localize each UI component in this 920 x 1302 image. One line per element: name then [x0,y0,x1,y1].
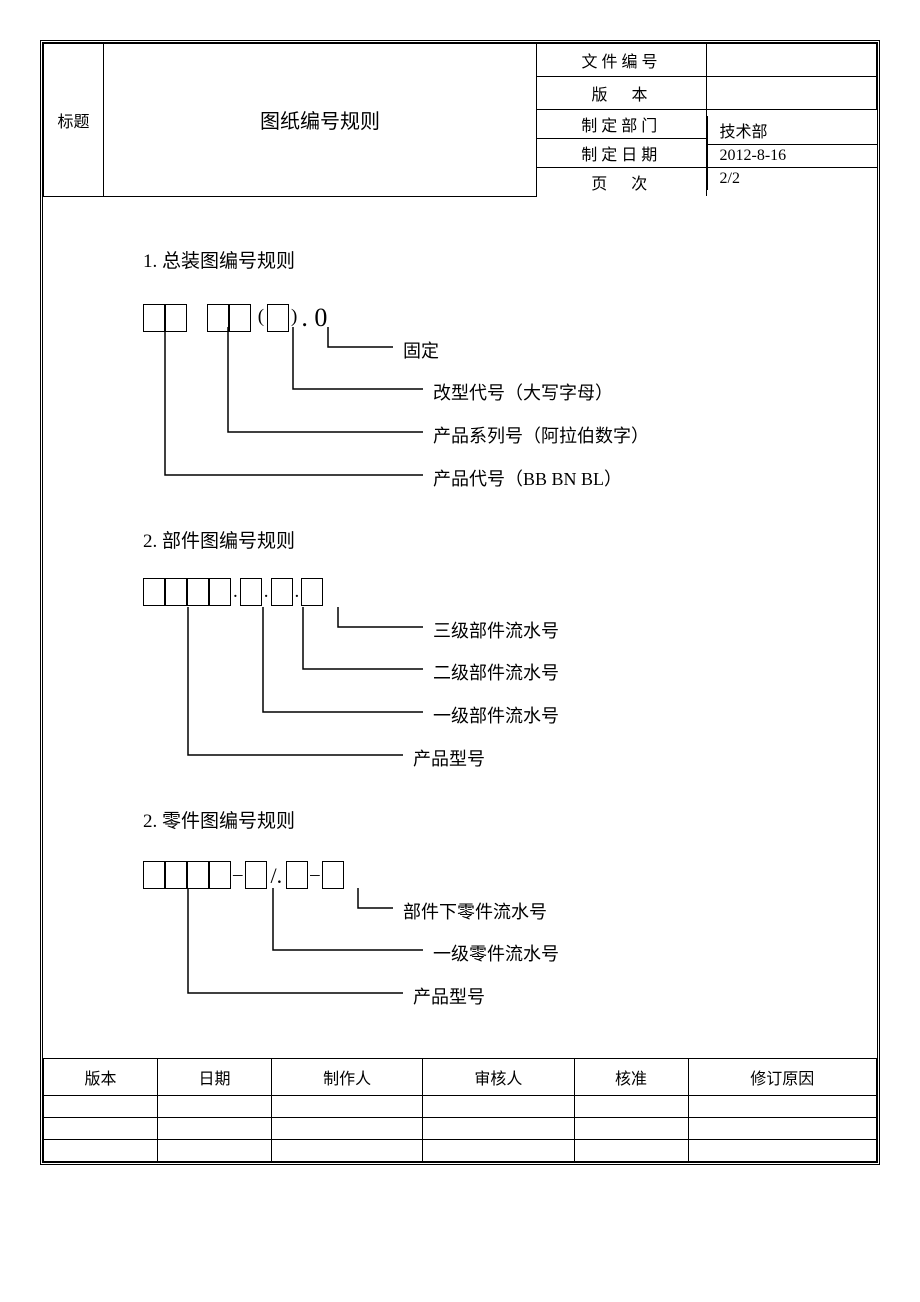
doc-num-label: 文件编号 [537,44,707,77]
doc-num-value [707,44,877,77]
diagram-1: ( ) . 0 固定 改型代号（大写字母） 产品系列号（阿拉伯数字） 产品代号（… [143,297,837,507]
suffix-text: . 0 [301,297,327,339]
diagram-3: – /. – 部件下零件流水号 一级零件流水号 产品型号 [143,858,837,1028]
s1-label4: 产品代号（BB BN BL） [433,465,622,494]
content-area: 1. 总装图编号规则 ( ) . 0 固定 [43,197,877,1048]
footer-col-approver: 核准 [574,1058,688,1095]
document-page: 标题 图纸编号规则 文件编号 版 本 制定部门 制定日期 页 次 技术部 201… [40,40,880,1165]
s2-label2: 二级部件流水号 [433,659,559,688]
footer-col-reason: 修订原因 [688,1058,876,1095]
date-value: 2012-8-16 [707,145,877,168]
footer-table: 版本 日期 制作人 审核人 核准 修订原因 [43,1058,877,1162]
title-value: 图纸编号规则 [104,44,537,197]
footer-col-date: 日期 [158,1058,272,1095]
s3-label2: 一级零件流水号 [433,940,559,969]
table-row [44,1139,877,1161]
dept-label: 制定部门 [537,110,706,139]
title-label: 标题 [44,44,104,197]
page-label: 页 次 [537,168,706,197]
section2-title: 2. 部件图编号规则 [143,527,837,557]
s3-label3: 产品型号 [413,983,485,1012]
diagram-2: . . . 三级部件流水号 二级部件流水号 一级部件流水号 产品型号 [143,577,837,787]
page-value: 2/2 [707,168,877,191]
s2-label1: 三级部件流水号 [433,617,559,646]
table-row [44,1095,877,1117]
footer-col-version: 版本 [44,1058,158,1095]
version-label: 版 本 [537,77,707,110]
section1-title: 1. 总装图编号规则 [143,247,837,277]
section3-title: 2. 零件图编号规则 [143,807,837,837]
header-table: 标题 图纸编号规则 文件编号 版 本 制定部门 制定日期 页 次 技术部 201… [43,43,877,197]
dept-value: 技术部 [707,116,877,145]
s1-label2: 改型代号（大写字母） [433,379,613,408]
s3-label1: 部件下零件流水号 [403,898,547,927]
table-row [44,1117,877,1139]
s1-label3: 产品系列号（阿拉伯数字） [433,422,649,451]
footer-col-reviewer: 审核人 [423,1058,574,1095]
s1-label1: 固定 [403,337,439,366]
version-value [707,77,877,110]
s2-label4: 产品型号 [413,745,485,774]
date-label: 制定日期 [537,139,706,168]
s2-label3: 一级部件流水号 [433,702,559,731]
footer-col-author: 制作人 [272,1058,423,1095]
